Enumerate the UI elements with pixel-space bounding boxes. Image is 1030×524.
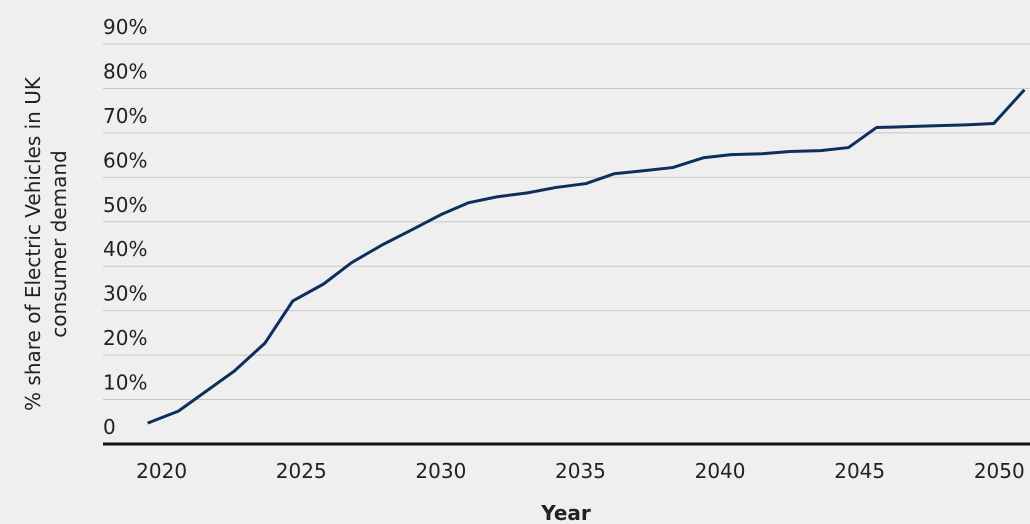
y-tick-label: 10% — [103, 371, 147, 395]
y-axis-title: % share of Electric Vehicles in UK — [21, 76, 45, 411]
y-tick-label: 80% — [103, 59, 147, 83]
x-axis-title: Year — [540, 501, 591, 524]
y-tick-label: 0 — [103, 415, 116, 439]
x-tick-label: 2025 — [276, 459, 327, 483]
y-tick-label: 90% — [103, 15, 147, 39]
y-axis-title: consumer demand — [47, 150, 71, 337]
x-tick-label: 2035 — [555, 459, 606, 483]
x-tick-label: 2050 — [974, 459, 1025, 483]
y-tick-label: 20% — [103, 326, 147, 350]
y-tick-label: 70% — [103, 104, 147, 128]
x-tick-label: 2020 — [136, 459, 187, 483]
x-tick-label: 2030 — [415, 459, 466, 483]
line-series — [147, 88, 1026, 425]
y-tick-label: 50% — [103, 193, 147, 217]
y-tick-label: 60% — [103, 148, 147, 172]
y-tick-label: 30% — [103, 282, 147, 306]
y-tick-label: 40% — [103, 237, 147, 261]
x-tick-label: 2045 — [834, 459, 885, 483]
x-tick-label: 2040 — [695, 459, 746, 483]
